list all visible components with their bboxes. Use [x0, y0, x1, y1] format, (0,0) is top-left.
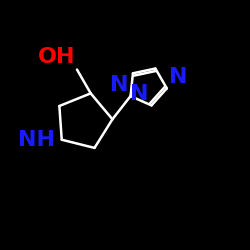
Text: N: N	[130, 84, 149, 104]
Text: NH: NH	[18, 130, 56, 150]
Text: N: N	[110, 75, 128, 95]
Text: OH: OH	[38, 47, 76, 67]
Text: N: N	[169, 67, 188, 87]
